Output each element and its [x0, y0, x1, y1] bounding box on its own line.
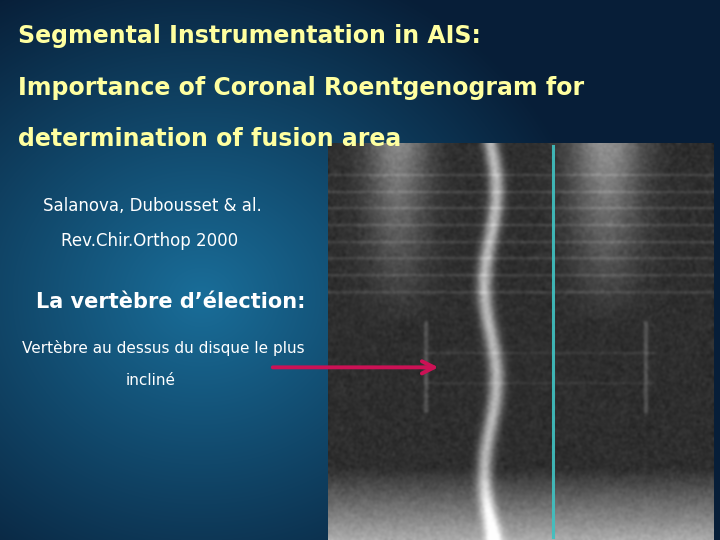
Text: Salanova, Dubousset & al.: Salanova, Dubousset & al. [43, 197, 262, 215]
Text: incliné: incliné [126, 373, 176, 388]
Text: determination of fusion area: determination of fusion area [18, 127, 401, 151]
Text: Rev.Chir.Orthop 2000: Rev.Chir.Orthop 2000 [61, 232, 238, 250]
Text: Segmental Instrumentation in AIS:: Segmental Instrumentation in AIS: [18, 24, 481, 48]
Text: Vertèbre au dessus du disque le plus: Vertèbre au dessus du disque le plus [22, 340, 305, 356]
Text: La vertèbre d’élection:: La vertèbre d’élection: [36, 292, 305, 312]
Text: Importance of Coronal Roentgenogram for: Importance of Coronal Roentgenogram for [18, 76, 584, 99]
